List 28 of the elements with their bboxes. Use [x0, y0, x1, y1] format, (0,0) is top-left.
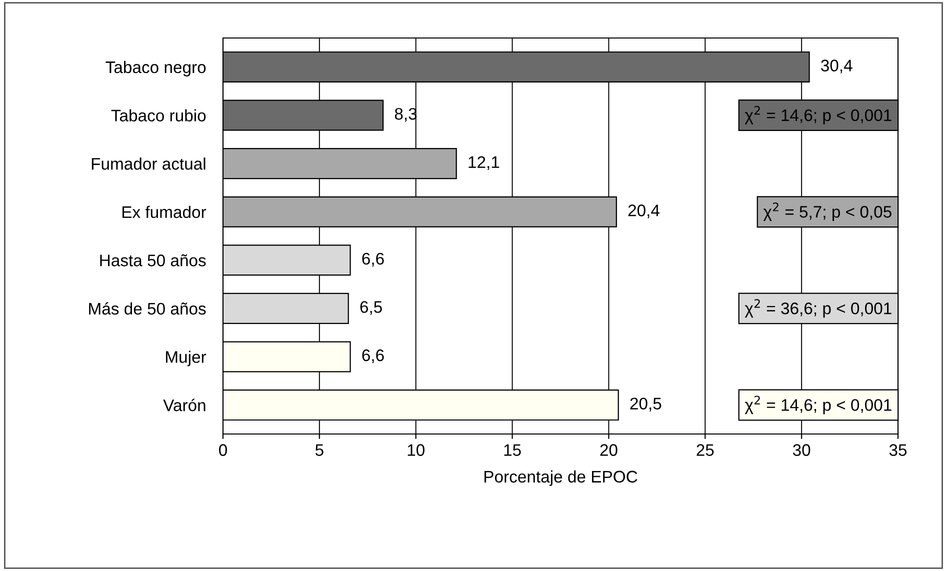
x-axis-title: Porcentaje de EPOC: [484, 470, 638, 486]
y-tick-label: Ex fumador: [122, 206, 206, 218]
annotation: χ$^{2}$ = 14,6; p < 0,001: [744, 396, 892, 414]
annotation: χ$^{2}$ = 14,6; p < 0,001: [744, 106, 892, 124]
y-tick-label: Varón: [163, 398, 206, 412]
y-tick-label: Tabaco rubio: [111, 109, 206, 122]
data-label: 6,6: [362, 349, 384, 364]
data-label: 20,5: [630, 398, 662, 412]
x-tick-label: 5: [315, 444, 324, 456]
x-tick-label: 30: [792, 444, 810, 456]
annotation: χ$^{2}$ = 5,7; p < 0,05: [763, 202, 892, 222]
x-tick-label: 0: [219, 444, 227, 456]
data-label: 6,6: [362, 252, 384, 267]
data-label: 30,4: [821, 60, 852, 74]
y-tick-label: Más de 50 años: [89, 302, 206, 315]
data-label: 12,1: [468, 156, 500, 170]
x-tick-label: 35: [889, 444, 907, 456]
y-tick-label: Tabaco negro: [106, 60, 206, 76]
data-label: 6,5: [360, 301, 382, 315]
x-tick-label: 15: [504, 444, 521, 456]
annotation: χ$^{2}$ = 36,6; p < 0,001: [744, 299, 892, 318]
y-tick-label: Mujer: [166, 350, 206, 366]
x-tick-label: 10: [408, 444, 424, 456]
y-tick-label: Fumador actual: [92, 158, 206, 170]
data-label: 20,4: [628, 204, 660, 218]
x-tick-label: 20: [600, 444, 618, 456]
y-tick-label: Hasta 50 años: [100, 254, 206, 266]
x-tick-label: 25: [696, 444, 714, 456]
